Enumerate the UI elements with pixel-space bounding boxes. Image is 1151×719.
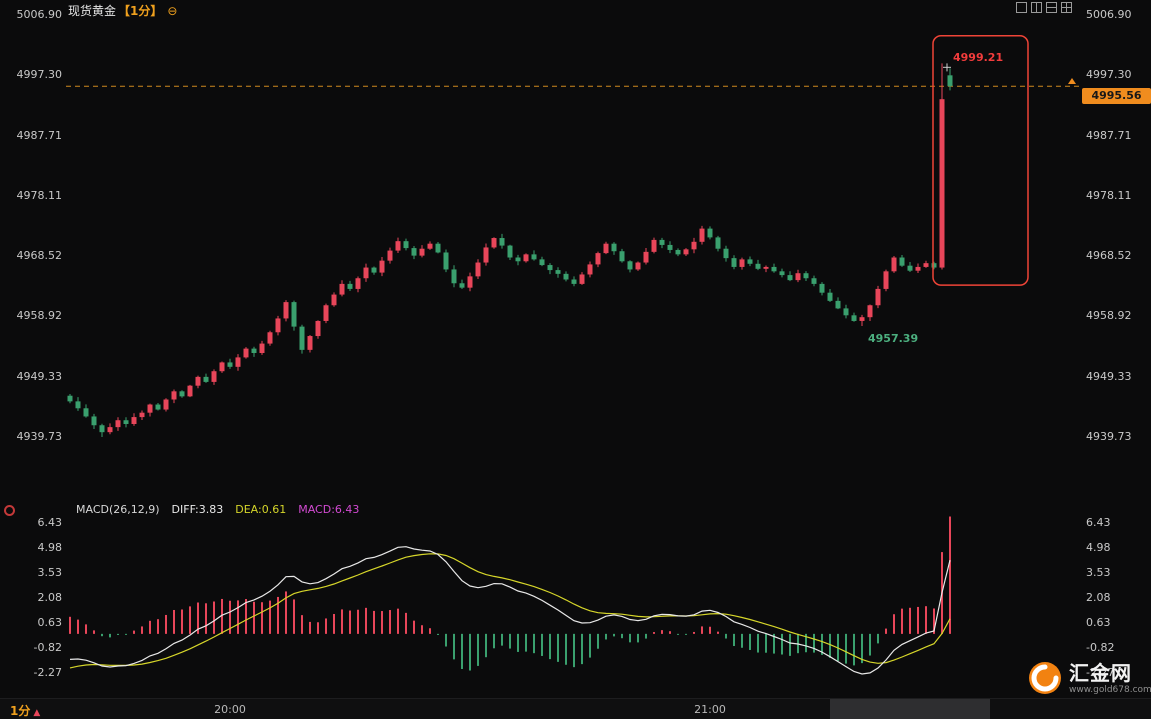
price-arrow-marker: [1068, 78, 1076, 85]
time-axis-bar: 1分 ▲ 20:00 21:00: [0, 698, 1151, 719]
price-tick-left: 4968.52: [16, 249, 63, 263]
macd-tick-right: 2.08: [1086, 591, 1111, 604]
macd-tick-left: -2.27: [33, 666, 62, 679]
macd-tick-left: 3.53: [37, 566, 63, 579]
layout-single-icon[interactable]: [1016, 2, 1027, 13]
macd-tick-right: 6.43: [1086, 516, 1111, 529]
price-tick-right: 4958.92: [1086, 309, 1132, 323]
high-price-label: 4999.21: [953, 51, 1004, 65]
layout-grid-icon[interactable]: [1061, 2, 1072, 13]
macd-tick-right: 3.53: [1086, 566, 1111, 579]
scrollbar-thumb[interactable]: [830, 699, 990, 719]
timeframe-selector-label: 1分: [10, 704, 31, 718]
price-tick-left: 4949.33: [16, 369, 63, 383]
price-tick-right: 5006.90: [1086, 8, 1132, 21]
price-tick-left: 4939.73: [16, 430, 63, 443]
time-label: 21:00: [694, 703, 726, 716]
symbol-title: 现货黄金: [68, 4, 117, 18]
indicator-header: MACD(26,12,9) DIFF:3.83 DEA:0.61 MACD:6.43: [76, 503, 371, 516]
macd-tick-right: 4.98: [1086, 541, 1111, 554]
macd-tick-left: 2.08: [37, 591, 63, 604]
macd-tick-left: 0.63: [37, 616, 63, 629]
price-tick-right: 4939.73: [1086, 430, 1132, 443]
diff-line: [69, 546, 951, 675]
price-tick-right: 4949.33: [1086, 369, 1132, 383]
chart-title: 现货黄金 【1分】 ⊖: [68, 2, 177, 19]
price-tick-left: 4958.92: [16, 309, 63, 323]
spike-highlight-box: [932, 34, 1029, 286]
macd-value-label: MACD:6.43: [298, 503, 360, 516]
price-tick-right: 4987.71: [1086, 128, 1132, 142]
price-tick-left: 4987.71: [16, 128, 63, 142]
price-tick-left: 5006.90: [16, 8, 63, 21]
macd-tick-left: 6.43: [37, 516, 63, 529]
dea-value-label: DEA:0.61: [235, 503, 287, 516]
candles-series: [67, 63, 953, 437]
macd-tick-right: -0.82: [1086, 641, 1115, 654]
macd-params-label: MACD(26,12,9): [76, 503, 160, 516]
dea-line: [69, 553, 951, 669]
price-tick-right: 4997.30: [1086, 68, 1132, 82]
current-price-tag: 4995.56: [1082, 88, 1151, 105]
layout-horizontal-split-icon[interactable]: [1046, 2, 1057, 13]
high-point-marker: [943, 63, 951, 72]
brand-logo: 汇金网 www.gold678.com: [1028, 661, 1151, 695]
macd-tick-right: -2.27: [1086, 666, 1115, 679]
macd-tick-left: -0.82: [33, 641, 62, 654]
timeframe-up-arrow-icon: ▲: [33, 708, 41, 718]
brand-name: 汇金网: [1069, 660, 1132, 685]
price-tick-left: 4978.11: [16, 188, 63, 202]
macd-tick-right: 0.63: [1086, 616, 1111, 629]
timeframe-title: 【1分】: [118, 4, 163, 18]
macd-tick-left: 4.98: [37, 541, 63, 554]
collapse-icon[interactable]: ⊖: [167, 4, 178, 18]
diff-value-label: DIFF:3.83: [171, 503, 224, 516]
low-price-label: 4957.39: [868, 332, 919, 346]
brand-logo-icon: [1029, 662, 1061, 694]
macd-histogram: [69, 516, 951, 671]
price-tick-right: 4968.52: [1086, 249, 1132, 263]
price-tick-left: 4997.30: [16, 68, 63, 82]
indicator-dot-icon[interactable]: [4, 505, 15, 516]
time-label: 20:00: [214, 703, 246, 716]
brand-url: www.gold678.com: [1069, 684, 1151, 695]
brand-text: 汇金网 www.gold678.com: [1069, 662, 1151, 695]
price-tick-right: 4978.11: [1086, 188, 1132, 202]
chart-toolbar: [1016, 2, 1072, 13]
layout-vertical-split-icon[interactable]: [1031, 2, 1042, 13]
timeframe-selector[interactable]: 1分 ▲: [10, 702, 40, 719]
